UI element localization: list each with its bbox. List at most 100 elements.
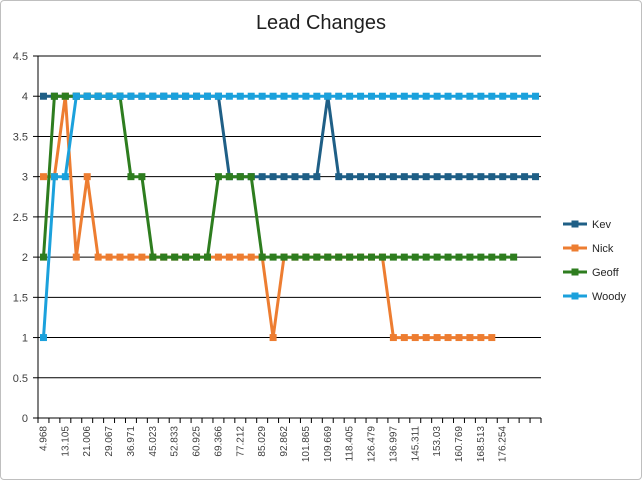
data-point bbox=[203, 92, 211, 100]
data-point bbox=[247, 253, 255, 261]
data-point bbox=[466, 334, 474, 342]
legend-swatch-marker bbox=[571, 244, 579, 252]
data-point bbox=[225, 92, 233, 100]
data-point bbox=[138, 173, 146, 181]
x-tick-label: 45.023 bbox=[148, 426, 159, 457]
data-point bbox=[160, 92, 168, 100]
data-point bbox=[171, 253, 179, 261]
chart-title: Lead Changes bbox=[255, 12, 387, 34]
data-point bbox=[335, 92, 343, 100]
data-point bbox=[39, 253, 47, 261]
x-tick-label: 145.311 bbox=[410, 426, 421, 462]
data-point bbox=[488, 92, 496, 100]
data-point bbox=[302, 92, 310, 100]
series-woody bbox=[39, 92, 540, 342]
data-point bbox=[72, 253, 80, 261]
data-point bbox=[193, 92, 201, 100]
data-point bbox=[105, 92, 113, 100]
data-point bbox=[116, 92, 124, 100]
data-point bbox=[346, 92, 354, 100]
data-point bbox=[532, 92, 540, 100]
data-point bbox=[499, 92, 507, 100]
legend-swatch-marker bbox=[571, 292, 579, 300]
gridlines bbox=[38, 55, 541, 419]
x-tick-label: 118.405 bbox=[345, 426, 356, 462]
x-tick-label: 101.865 bbox=[301, 426, 312, 463]
x-tick-label: 85.029 bbox=[257, 426, 268, 457]
data-point bbox=[368, 253, 376, 261]
data-point bbox=[127, 92, 135, 100]
data-point bbox=[389, 334, 397, 342]
data-point bbox=[499, 253, 507, 261]
data-point bbox=[247, 92, 255, 100]
data-point bbox=[455, 253, 463, 261]
data-point bbox=[83, 92, 91, 100]
data-point bbox=[50, 173, 58, 181]
data-point bbox=[510, 173, 518, 181]
data-point bbox=[335, 253, 343, 261]
x-tick-label: 4.968 bbox=[38, 426, 49, 451]
data-point bbox=[346, 173, 354, 181]
y-tick-label: 4 bbox=[22, 91, 28, 103]
data-point bbox=[411, 334, 419, 342]
data-point bbox=[203, 253, 211, 261]
data-point bbox=[105, 253, 113, 261]
data-point bbox=[269, 92, 277, 100]
data-point bbox=[477, 92, 485, 100]
data-point bbox=[72, 92, 80, 100]
data-point bbox=[160, 253, 168, 261]
legend-label: Geoff bbox=[592, 267, 620, 279]
data-point bbox=[433, 173, 441, 181]
data-point bbox=[214, 173, 222, 181]
x-tick-label: 36.971 bbox=[126, 426, 137, 457]
data-point bbox=[258, 253, 266, 261]
legend-label: Kev bbox=[592, 219, 611, 231]
data-point bbox=[149, 253, 157, 261]
x-tick-label: 176.254 bbox=[498, 426, 509, 463]
data-point bbox=[127, 253, 135, 261]
data-point bbox=[225, 253, 233, 261]
data-point bbox=[225, 173, 233, 181]
y-tick-label: 2.5 bbox=[13, 212, 28, 224]
y-tick-label: 2 bbox=[22, 252, 28, 264]
data-point bbox=[324, 253, 332, 261]
legend-item-kev: Kev bbox=[563, 219, 611, 231]
data-point bbox=[411, 253, 419, 261]
data-point bbox=[149, 92, 157, 100]
data-point bbox=[302, 253, 310, 261]
series-geoff bbox=[39, 92, 518, 261]
data-point bbox=[477, 253, 485, 261]
data-point bbox=[488, 334, 496, 342]
data-point bbox=[83, 173, 91, 181]
data-point bbox=[280, 173, 288, 181]
data-point bbox=[357, 253, 365, 261]
y-tick-label: 1 bbox=[22, 333, 28, 345]
data-point bbox=[368, 173, 376, 181]
data-point bbox=[499, 173, 507, 181]
y-tick-label: 0.5 bbox=[13, 373, 28, 385]
data-point bbox=[236, 173, 244, 181]
data-point bbox=[422, 334, 430, 342]
data-point bbox=[61, 173, 69, 181]
data-point bbox=[313, 173, 321, 181]
data-point bbox=[378, 92, 386, 100]
data-point bbox=[94, 253, 102, 261]
data-point bbox=[466, 92, 474, 100]
x-tick-label: 77.212 bbox=[235, 426, 246, 457]
data-point bbox=[400, 173, 408, 181]
series-line bbox=[42, 94, 536, 338]
data-point bbox=[61, 92, 69, 100]
data-point bbox=[466, 173, 474, 181]
data-point bbox=[269, 173, 277, 181]
data-point bbox=[411, 173, 419, 181]
data-point bbox=[346, 253, 354, 261]
data-point bbox=[214, 253, 222, 261]
data-point bbox=[335, 173, 343, 181]
data-point bbox=[269, 334, 277, 342]
y-tick-label: 0 bbox=[22, 413, 28, 425]
legend-swatch-marker bbox=[571, 268, 579, 276]
data-point bbox=[247, 173, 255, 181]
data-point bbox=[422, 173, 430, 181]
